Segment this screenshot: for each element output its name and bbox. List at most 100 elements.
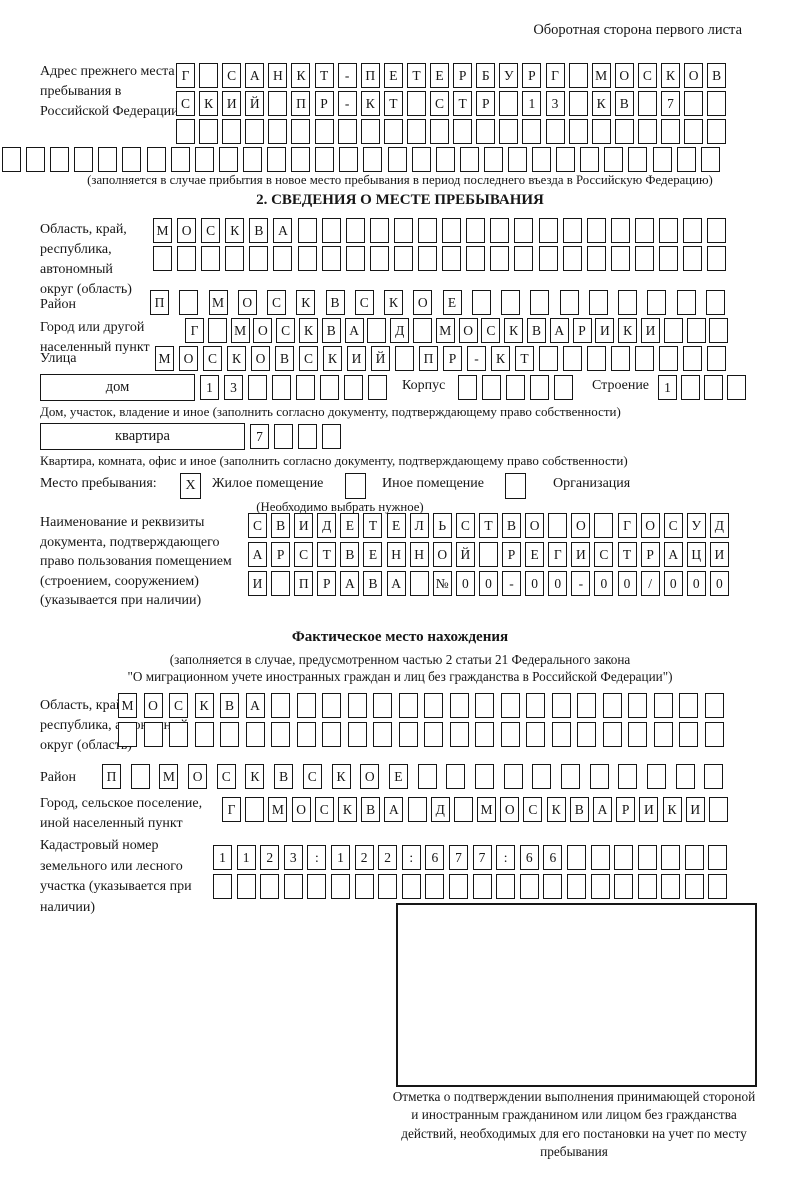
char-box[interactable] bbox=[545, 119, 565, 144]
char-box[interactable]: Й bbox=[245, 91, 265, 116]
char-box[interactable]: Б bbox=[476, 63, 496, 88]
char-box[interactable] bbox=[660, 119, 680, 144]
char-box[interactable]: 1 bbox=[522, 91, 542, 116]
char-box[interactable] bbox=[268, 91, 288, 116]
char-box[interactable] bbox=[478, 542, 498, 567]
char-box[interactable] bbox=[532, 147, 552, 172]
char-box[interactable]: 0 bbox=[478, 571, 498, 596]
char-box[interactable] bbox=[373, 722, 392, 747]
char-box[interactable] bbox=[213, 874, 232, 899]
char-box[interactable] bbox=[367, 318, 387, 343]
char-box[interactable] bbox=[435, 147, 455, 172]
char-box[interactable] bbox=[344, 375, 363, 400]
char-box[interactable] bbox=[274, 424, 293, 449]
char-box[interactable] bbox=[483, 147, 503, 172]
char-box[interactable] bbox=[398, 722, 418, 747]
char-box[interactable] bbox=[220, 722, 239, 747]
char-box[interactable] bbox=[393, 246, 413, 271]
char-box[interactable] bbox=[708, 797, 728, 822]
char-box[interactable]: Е bbox=[363, 542, 383, 567]
char-box[interactable] bbox=[363, 147, 383, 172]
char-box[interactable] bbox=[661, 874, 681, 899]
char-box[interactable] bbox=[418, 246, 438, 271]
char-box[interactable] bbox=[683, 218, 703, 243]
char-box[interactable]: К bbox=[245, 764, 265, 789]
char-box[interactable]: В bbox=[275, 346, 294, 371]
char-box[interactable]: 0 bbox=[525, 571, 545, 596]
char-box[interactable] bbox=[602, 722, 622, 747]
char-box[interactable] bbox=[482, 375, 501, 400]
char-box[interactable] bbox=[602, 693, 622, 718]
char-box[interactable]: Г bbox=[222, 797, 241, 822]
char-box[interactable]: С bbox=[267, 290, 286, 315]
char-box[interactable] bbox=[194, 722, 214, 747]
char-box[interactable]: С bbox=[430, 91, 450, 116]
char-box[interactable] bbox=[345, 246, 365, 271]
char-box[interactable] bbox=[130, 764, 150, 789]
char-box[interactable]: А bbox=[344, 318, 364, 343]
char-box[interactable] bbox=[373, 693, 392, 718]
char-box[interactable]: П bbox=[294, 571, 314, 596]
char-box[interactable]: Д bbox=[317, 513, 337, 538]
char-box[interactable] bbox=[466, 246, 486, 271]
char-box[interactable] bbox=[453, 119, 473, 144]
char-box[interactable] bbox=[614, 874, 634, 899]
char-box[interactable] bbox=[360, 119, 380, 144]
char-box[interactable]: 7 bbox=[448, 845, 468, 870]
char-box[interactable] bbox=[245, 119, 265, 144]
char-box[interactable]: К bbox=[199, 91, 219, 116]
char-box[interactable]: В bbox=[340, 542, 360, 567]
char-box[interactable]: Г bbox=[545, 63, 565, 88]
char-box[interactable] bbox=[590, 874, 610, 899]
char-box[interactable]: Г bbox=[617, 513, 637, 538]
char-box[interactable] bbox=[330, 874, 350, 899]
char-box[interactable] bbox=[501, 290, 520, 315]
char-box[interactable]: Е bbox=[525, 542, 545, 567]
char-box[interactable] bbox=[628, 722, 647, 747]
char-box[interactable]: 0 bbox=[455, 571, 475, 596]
char-box[interactable]: 1 bbox=[200, 375, 219, 400]
char-box[interactable] bbox=[675, 764, 695, 789]
char-box[interactable] bbox=[686, 318, 706, 343]
char-box[interactable]: А bbox=[248, 542, 267, 567]
char-box[interactable] bbox=[611, 346, 630, 371]
char-box[interactable] bbox=[500, 693, 520, 718]
char-box[interactable] bbox=[347, 693, 367, 718]
char-box[interactable]: И bbox=[222, 91, 242, 116]
char-box[interactable] bbox=[490, 218, 510, 243]
char-box[interactable] bbox=[551, 693, 571, 718]
char-box[interactable] bbox=[369, 218, 389, 243]
char-box[interactable]: С bbox=[248, 513, 267, 538]
char-box[interactable]: С bbox=[299, 346, 318, 371]
char-box[interactable]: И bbox=[685, 797, 705, 822]
char-box[interactable]: С bbox=[637, 63, 657, 88]
char-box[interactable]: 0 bbox=[686, 571, 706, 596]
char-box[interactable]: 1 bbox=[658, 375, 677, 400]
char-box[interactable] bbox=[538, 218, 558, 243]
char-box[interactable] bbox=[499, 91, 519, 116]
char-box[interactable] bbox=[653, 693, 673, 718]
char-box[interactable] bbox=[681, 375, 700, 400]
char-box[interactable] bbox=[417, 764, 437, 789]
char-box[interactable] bbox=[387, 147, 407, 172]
char-box[interactable] bbox=[199, 63, 219, 88]
char-box[interactable]: С bbox=[276, 318, 296, 343]
char-box[interactable] bbox=[568, 119, 588, 144]
char-box[interactable] bbox=[634, 218, 654, 243]
char-box[interactable] bbox=[322, 693, 341, 718]
char-box[interactable]: Д bbox=[430, 797, 450, 822]
char-box[interactable]: К bbox=[296, 290, 316, 315]
char-box[interactable]: К bbox=[591, 91, 611, 116]
char-box[interactable]: Т bbox=[314, 63, 334, 88]
char-box[interactable] bbox=[430, 119, 450, 144]
char-box[interactable]: 0 bbox=[663, 571, 683, 596]
char-box[interactable]: В bbox=[707, 63, 727, 88]
char-box[interactable] bbox=[298, 424, 317, 449]
char-box[interactable] bbox=[74, 147, 94, 172]
char-box[interactable] bbox=[683, 246, 703, 271]
char-box[interactable] bbox=[530, 375, 549, 400]
char-box[interactable]: 7 bbox=[250, 424, 269, 449]
char-box[interactable]: 6 bbox=[425, 845, 445, 870]
char-box[interactable]: О bbox=[640, 513, 660, 538]
char-box[interactable]: Т bbox=[317, 542, 337, 567]
